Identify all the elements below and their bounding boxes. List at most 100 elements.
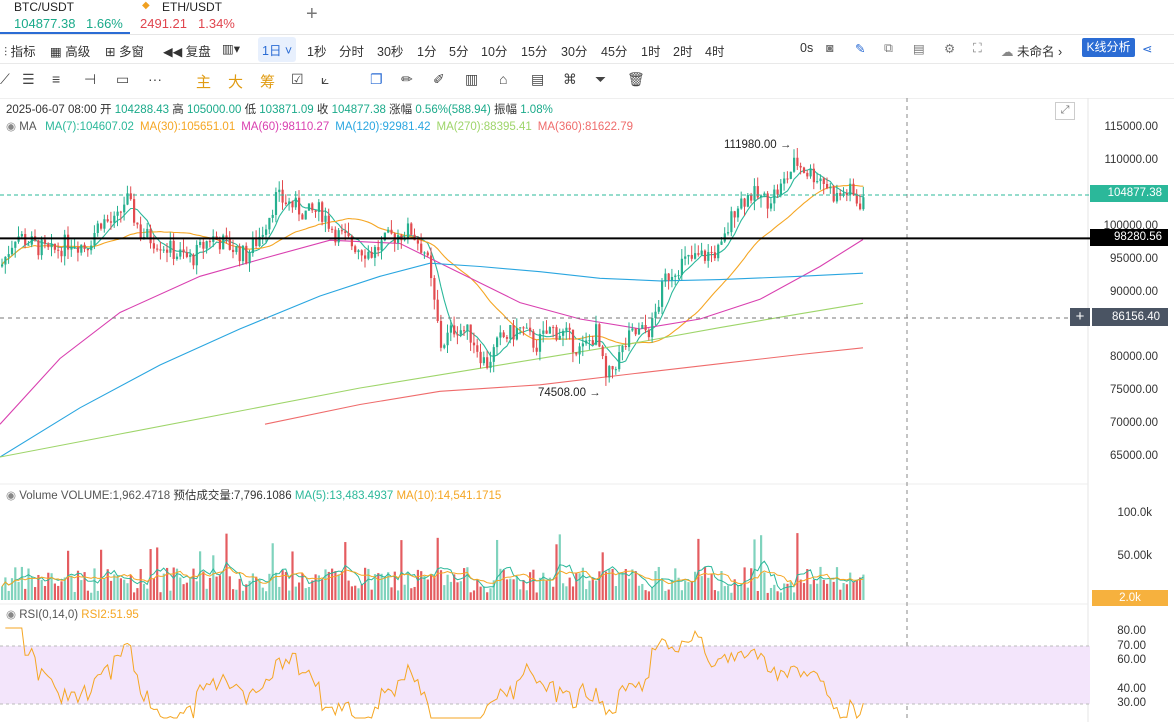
volume-bar [27, 568, 30, 600]
volume-bar [53, 583, 56, 600]
candle-body [542, 330, 545, 334]
volume-bar [509, 578, 512, 600]
eye-icon[interactable]: ◉ [6, 609, 17, 621]
price-axis-label: 110000.00 [1104, 154, 1158, 167]
eye-icon[interactable]: ◉ [6, 121, 17, 133]
indicators-button[interactable]: ⫶ 指标 [4, 45, 36, 59]
replay-button[interactable]: ◀◀ 复盘 [163, 45, 211, 59]
settings-panel-icon[interactable]: ▤ [913, 42, 925, 56]
last-price-tag: 104877.38 [1090, 185, 1168, 202]
volume-bar [852, 581, 855, 600]
ohlc-legend: 2025-06-07 08:00 开 104288.43 高 105000.00… [6, 101, 553, 117]
interval-button[interactable]: 15分 [521, 45, 548, 59]
interval-button[interactable]: 1分 [417, 45, 437, 59]
candle-body [57, 249, 60, 251]
interval-1d-button[interactable]: 1日 ˅ [258, 37, 297, 62]
volume-ma5: MA(5):13,483.4937 [294, 490, 394, 502]
candle-body [545, 330, 548, 334]
gear-icon[interactable]: ⚙ [944, 42, 956, 56]
volume-bar [142, 583, 146, 600]
interval-button[interactable]: 30秒 [377, 45, 404, 59]
kline-analysis-button[interactable]: K线分析 [1082, 38, 1135, 57]
volume-bar [519, 589, 522, 600]
parallel-icon[interactable]: ≡ [52, 71, 61, 87]
camera-icon[interactable]: ◙ [826, 41, 834, 55]
volume-bar [139, 568, 142, 600]
note-icon[interactable]: ▤ [531, 71, 545, 87]
eye-icon[interactable]: ◉ [6, 490, 17, 502]
chip-tool[interactable]: 筹 [260, 74, 276, 91]
brush-icon[interactable]: ✐ [433, 71, 445, 87]
interval-button[interactable]: 10分 [481, 45, 508, 59]
magnet-icon[interactable]: ⌘ [563, 71, 577, 87]
rectangle-icon[interactable]: ▭ [116, 71, 130, 87]
chart-type-icon[interactable]: ▥▾ [222, 42, 241, 56]
ruler-icon[interactable]: ✏ [401, 71, 413, 87]
fib-icon[interactable]: ☰ [22, 71, 35, 87]
candles-icon[interactable]: ▥ [465, 71, 479, 87]
share-icon[interactable]: ⋖ [1142, 42, 1153, 56]
bag-icon[interactable]: ⌂ [499, 71, 508, 87]
interval-button[interactable]: 1时 [641, 45, 661, 59]
checklist-icon[interactable]: ☑ [291, 71, 304, 87]
crosshair-add-icon[interactable]: + [1070, 308, 1090, 326]
candle-body [446, 332, 449, 346]
candle-body [453, 325, 456, 335]
volume-bar [7, 590, 10, 600]
copy-icon[interactable]: ❐ [370, 71, 383, 87]
interval-button[interactable]: 分时 [339, 45, 365, 59]
advanced-button[interactable]: ▦ 高级 [50, 45, 91, 59]
volume-bar [413, 586, 416, 600]
filter-icon[interactable]: ⏷ [595, 71, 607, 87]
candle-body [1, 264, 4, 267]
candle-body [37, 240, 40, 256]
trash-icon[interactable]: 🗑 [627, 71, 645, 87]
candle-body [829, 186, 832, 189]
interval-button[interactable]: 4时 [705, 45, 725, 59]
volume-bar [476, 580, 479, 600]
measure-icon[interactable]: ⟀ [321, 71, 330, 87]
volume-bar [736, 585, 740, 600]
pencil-icon[interactable]: ✎ [855, 42, 866, 56]
layout-name-button[interactable]: ☁ 未命名 › [1001, 45, 1063, 59]
volume-bar [377, 573, 380, 600]
volume-bar [502, 569, 505, 600]
volume-bar [647, 591, 650, 600]
volume-bar [628, 578, 631, 600]
interval-button[interactable]: 2时 [673, 45, 693, 59]
price-chart[interactable] [0, 98, 1174, 722]
interval-button[interactable]: 45分 [601, 45, 628, 59]
volume-bar [420, 571, 423, 600]
cursor-icon[interactable]: ⟋ [0, 71, 10, 87]
rsi-value: RSI2:51.95 [81, 609, 139, 621]
volume-bar [717, 591, 720, 600]
volume-bar [822, 580, 825, 600]
diamond-icon: ◆ [142, 0, 150, 11]
fullscreen-icon[interactable]: ⛶ [973, 41, 982, 55]
interval-button[interactable]: 1秒 [307, 45, 327, 59]
candle-body [248, 252, 251, 264]
volume-bar [76, 570, 80, 600]
volume-bar [43, 585, 47, 600]
interval-button[interactable]: 30分 [561, 45, 588, 59]
add-tab-icon[interactable]: + [306, 3, 318, 25]
interval-button[interactable]: 5分 [449, 45, 469, 59]
volume-bar [651, 587, 654, 600]
popout-icon[interactable]: ⧉ [884, 41, 893, 55]
candle-body [472, 342, 476, 346]
tab-btc-usdt[interactable]: BTC/USDT 104877.38 1.66% [0, 0, 130, 34]
volume-bar [624, 568, 627, 600]
tab-eth-usdt[interactable]: ◆ ETH/USDT 2491.21 1.34% [130, 0, 300, 34]
rsi-axis-label: 70.00 [1117, 640, 1146, 652]
multi-window-button[interactable]: ⊞ 多窗 [105, 45, 144, 59]
candle-body [720, 241, 723, 245]
expand-icon[interactable]: ⤢ [1055, 102, 1075, 120]
candle-body [195, 244, 198, 266]
horizontal-line-icon[interactable]: ⊣ [84, 71, 97, 87]
main-tool[interactable]: 主 [196, 74, 212, 91]
more-icon[interactable]: ··· [148, 71, 162, 87]
volume-bar [746, 587, 749, 600]
volume-bar [565, 586, 568, 600]
big-tool[interactable]: 大 [228, 74, 244, 91]
volume-bar [542, 572, 545, 600]
